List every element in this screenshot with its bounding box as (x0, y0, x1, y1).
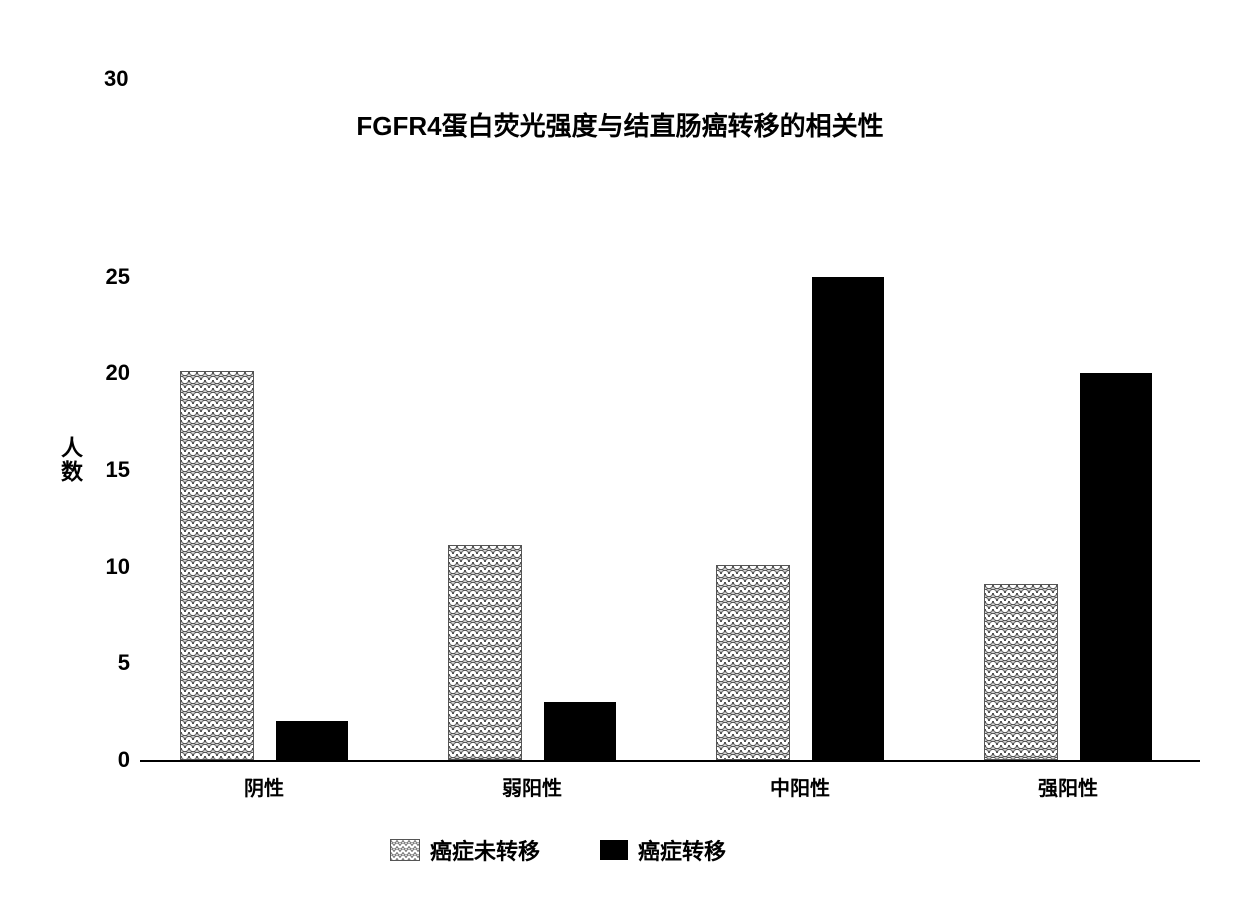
y-axis-title: 人数 (54, 436, 86, 484)
legend-swatch-solid (600, 840, 628, 860)
bar-no_metastasis-2 (716, 565, 790, 760)
y-tick-0: 0 (86, 747, 130, 773)
y-tick-10: 10 (86, 554, 130, 580)
bar-metastasis-1 (544, 702, 616, 760)
category-label-2: 中阳性 (716, 772, 884, 801)
plot-area (140, 180, 1200, 762)
y-tick-25: 25 (86, 264, 130, 290)
y-tick-20: 20 (86, 360, 130, 386)
legend: 癌症未转移 癌症转移 (390, 834, 726, 866)
bar-no_metastasis-3 (984, 584, 1058, 760)
legend-item-no-metastasis: 癌症未转移 (390, 834, 540, 866)
bar-metastasis-0 (276, 721, 348, 760)
category-label-1: 弱阳性 (448, 772, 616, 801)
y-tick-5: 5 (86, 650, 130, 676)
bar-no_metastasis-1 (448, 545, 522, 760)
category-label-0: 阴性 (180, 772, 348, 801)
bar-metastasis-2 (812, 277, 884, 760)
chart-title: FGFR4蛋白荧光强度与结直肠癌转移的相关性 (0, 106, 1240, 143)
legend-item-metastasis: 癌症转移 (600, 834, 726, 866)
y-tick-top-isolated: 30 (104, 66, 128, 92)
legend-label-metastasis: 癌症转移 (638, 834, 726, 866)
bar-metastasis-3 (1080, 373, 1152, 760)
y-tick-15: 15 (86, 457, 130, 483)
legend-swatch-wavy (390, 839, 420, 861)
page-root: 30 FGFR4蛋白荧光强度与结直肠癌转移的相关性 人数 0510152025 … (0, 0, 1240, 898)
bar-no_metastasis-0 (180, 371, 254, 760)
legend-label-no-metastasis: 癌症未转移 (430, 834, 540, 866)
category-label-3: 强阳性 (984, 772, 1152, 801)
